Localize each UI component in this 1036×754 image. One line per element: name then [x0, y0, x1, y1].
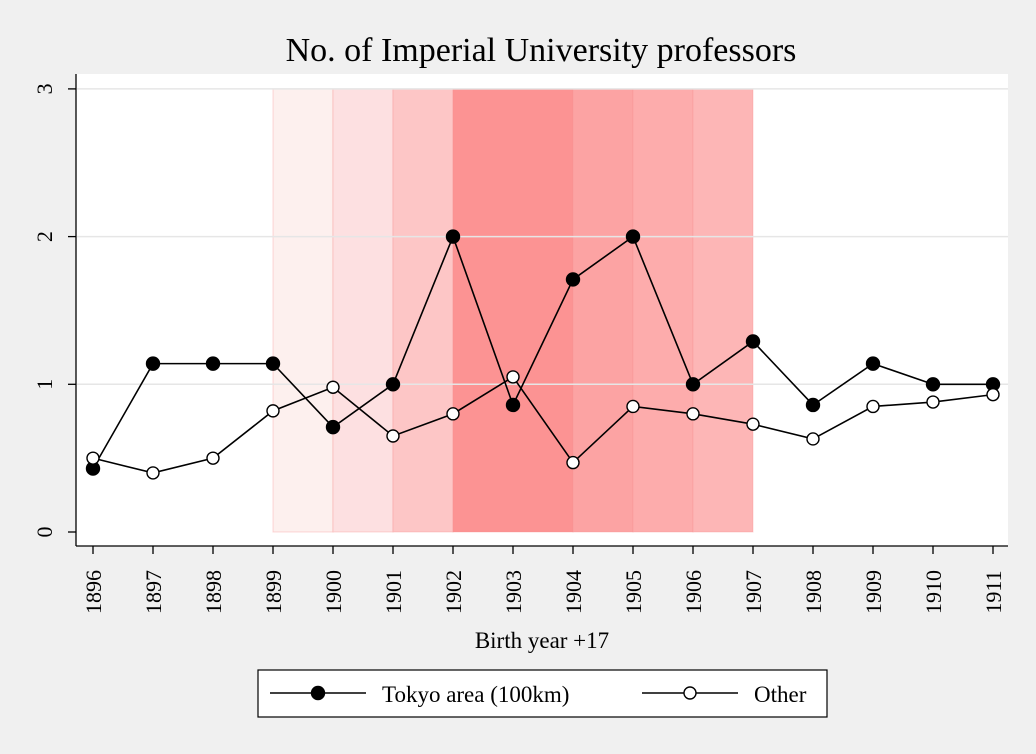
x-tick-label-15: 1911	[981, 570, 1006, 613]
series-1-point-7	[506, 370, 520, 384]
legend-marker-1	[683, 686, 697, 700]
shaded-band-4	[572, 88, 634, 533]
series-0-point-7	[505, 397, 521, 413]
series-0-point-1	[145, 356, 161, 371]
x-tick-label-14: 1910	[921, 570, 946, 614]
legend-marker-0	[310, 685, 326, 701]
series-1-point-8	[566, 455, 580, 470]
series-0-point-3	[265, 356, 281, 371]
series-1-point-3	[266, 404, 280, 418]
series-1-point-2	[206, 451, 220, 465]
series-0-point-14	[925, 377, 941, 392]
x-axis-title: Birth year +17	[475, 628, 609, 653]
shaded-band-6	[692, 88, 754, 533]
series-1-point-6	[446, 407, 460, 421]
x-tick-label-9: 1905	[621, 570, 646, 614]
x-tick-label-13: 1909	[861, 570, 886, 614]
x-tick-label-1: 1897	[141, 570, 166, 614]
series-0-point-11	[745, 334, 761, 349]
shaded-band-2	[392, 88, 454, 533]
shaded-bands	[272, 88, 754, 533]
series-0-point-5	[385, 377, 401, 392]
series	[85, 229, 1001, 480]
y-tick-label-1: 1	[32, 379, 57, 390]
gridlines	[77, 88, 1008, 386]
legend-label-1: Other	[754, 682, 807, 707]
x-tick-label-11: 1907	[741, 570, 766, 614]
series-1-point-1	[146, 466, 160, 480]
legend-label-0: Tokyo area (100km)	[382, 682, 569, 707]
x-tick-label-6: 1902	[441, 570, 466, 614]
x-tick-label-4: 1900	[321, 570, 346, 614]
series-0-point-10	[685, 377, 701, 392]
series-1-point-14	[926, 395, 940, 409]
shaded-band-3	[452, 88, 574, 533]
x-tick-label-10: 1906	[681, 570, 706, 614]
axes: 0 1 2 3 1896 1897 1898 1899 1900 1901 1902 1903 1904…	[32, 74, 1008, 614]
y-tick-label-2: 2	[32, 231, 57, 242]
series-0-point-9	[625, 229, 641, 244]
y-tick-label-0: 0	[32, 527, 57, 538]
series-1-point-9	[626, 399, 640, 414]
series-1-point-15	[986, 387, 1000, 402]
series-line-0	[92, 234, 993, 469]
chart-title: No. of Imperial University professors	[286, 32, 797, 69]
x-tick-label-3: 1899	[261, 570, 286, 614]
x-tick-label-2: 1898	[201, 570, 226, 614]
y-tick-label-3: 3	[32, 83, 57, 94]
series-1-point-12	[806, 432, 820, 446]
series-0-point-2	[205, 356, 221, 371]
series-1-point-10	[686, 407, 700, 421]
series-0-point-12	[805, 397, 821, 413]
series-0-point-13	[865, 356, 881, 371]
legend: Tokyo area (100km) Other	[257, 669, 828, 718]
x-tick-label-7: 1903	[501, 570, 526, 614]
series-1-point-13	[866, 399, 880, 414]
series-0-point-4	[325, 419, 341, 435]
x-tick-label-8: 1904	[561, 570, 586, 614]
series-1-point-5	[386, 429, 400, 443]
series-1-point-11	[746, 417, 760, 431]
series-0-point-6	[445, 229, 461, 244]
shaded-band-0	[272, 88, 334, 533]
x-tick-label-12: 1908	[801, 570, 826, 614]
x-tick-label-5: 1901	[381, 570, 406, 614]
x-tick-label-0: 1896	[81, 570, 106, 614]
series-1-point-4	[326, 380, 340, 394]
shaded-band-1	[332, 88, 394, 533]
series-line-1	[92, 375, 994, 474]
series-1-point-0	[86, 451, 100, 465]
series-0-point-8	[565, 272, 581, 287]
